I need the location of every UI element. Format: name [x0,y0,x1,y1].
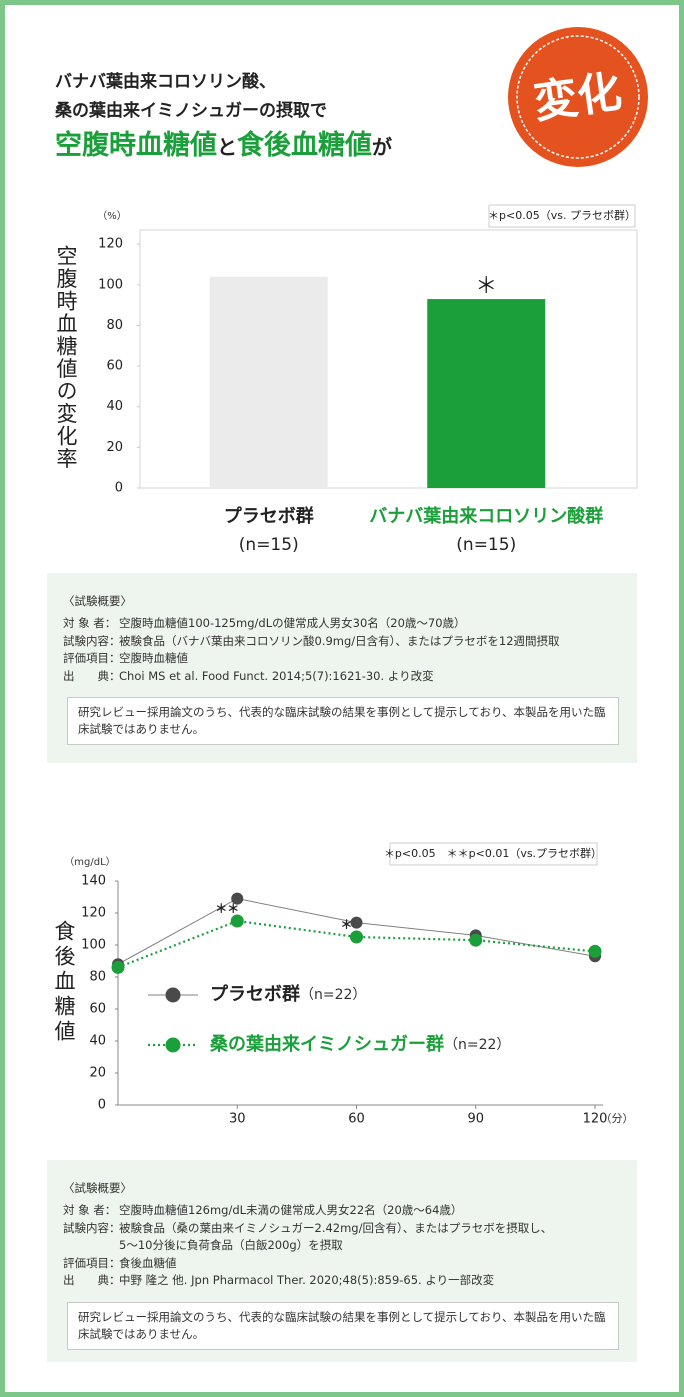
badge-text: 変化 [531,66,625,129]
bar [209,276,328,488]
row-value: 食後血糖値 [119,1255,177,1270]
study-row: 評価項目： 食後血糖値 [63,1255,637,1273]
category-label: バナバ葉由来コロソリン酸群 [369,505,603,527]
y-tick-label: 120 [98,237,123,252]
y-tick-label: 60 [89,1002,106,1017]
row-label: 試験内容： [63,633,121,648]
row-value: 空腹時血糖値 [119,651,188,665]
disclaimer: 研究レビュー採用論文のうち、代表的な臨床試験の結果を事例として提示しており、本製… [67,1301,619,1350]
series-line [117,919,596,969]
y-tick-label: 20 [106,440,123,455]
legend-n: （n=22） [300,987,366,1003]
row-value: 空腹時血糖値126mg/dL未満の健常成人男女22名（20歳〜64歳） [119,1203,463,1217]
row-value: Choi MS et al. Food Funct. 2014;5(7):162… [119,668,434,683]
point [231,892,244,905]
row-label: 対 象 者： [63,616,117,630]
badge-ring [516,35,640,159]
headline-part: 空腹時血糖値 [55,130,217,161]
y-tick-label: 120 [81,906,106,921]
point [350,930,363,944]
row-label: 対 象 者： [63,1203,117,1217]
row-value: 被験食品（バナバ葉由来コロソリン酸0.9mg/日含有）、またはプラセボを12週間… [119,633,560,648]
study-row: 対 象 者： 空腹時血糖値100-125mg/dLの健常成人男女30名（20歳〜7… [63,615,637,633]
row-value: 空腹時血糖値100-125mg/dLの健常成人男女30名（20歳〜70歳） [119,616,466,630]
y-tick-label: 0 [115,481,123,496]
row-label: 評価項目： [63,1255,121,1270]
x-tick-label: 90 [467,1112,484,1127]
study-row: 試験内容： 被験食品（バナバ葉由来コロソリン酸0.9mg/日含有）、またはプラセボ… [63,633,637,651]
study-box: 〈試験概要〉対 象 者： 空腹時血糖値126mg/dL未満の健常成人男女22名（2… [47,1160,637,1362]
badge [508,27,648,167]
y-axis-label: 食後血糖値 [52,920,76,1045]
x-tick-label: 60 [348,1112,365,1127]
row-label: 試験内容： [63,1220,121,1235]
disclaimer: 研究レビュー採用論文のうち、代表的な臨床試験の結果を事例として提示しており、本製… [67,697,619,745]
headline: 空腹時血糖値と食後血糖値が [55,123,392,162]
legend-name: 桑の葉由来イミノシュガー群 [210,1033,444,1055]
note-box [389,842,598,866]
plot-frame [139,229,638,489]
row-value: 中野 隆之 他. Jpn Pharmacol Ther. 2020;48(5):… [119,1273,495,1287]
point [111,960,125,974]
note: ＊p<0.05（vs. プラセボ群） [488,208,636,222]
row-value-line: 5〜10分後に負荷食品（白飯200g）を摂取 [119,1238,343,1252]
y-tick-label: 80 [106,318,123,333]
row-label: 評価項目： [63,651,121,665]
y-tick-label: 60 [106,359,123,374]
point [230,914,244,928]
y-tick-label: 0 [98,1098,106,1113]
y-unit: （%） [97,210,127,222]
header-line: 桑の葉由来イミノシュガーの摂取で [55,101,327,121]
study-row: 出 典： 中野 隆之 他. Jpn Pharmacol Ther. 2020;48… [63,1272,637,1290]
legend-n: （n=22） [444,1037,510,1053]
study-title: 〈試験概要〉 [63,1181,132,1195]
row-value: 被験食品（桑の葉由来イミノシュガー2.42mg/回含有）、またはプラセボを摂取し… [119,1220,552,1255]
y-tick-label: 40 [89,1034,106,1049]
study-row: 評価項目： 空腹時血糖値 [63,650,637,668]
legend-label: プラセボ群（n=22） [210,983,366,1005]
category-label: プラセボ群 [224,505,314,527]
study-row: 出 典： Choi MS et al. Food Funct. 2014;5(7)… [63,668,637,686]
row-label: 出 典： [63,1273,121,1287]
header-line: バナバ葉由来コロソリン酸、 [55,72,276,92]
y-axis-label: 空腹時血糖値の変化率 [54,245,78,470]
legend-marker [165,1037,181,1053]
study-title: 〈試験概要〉 [63,594,132,608]
point [469,933,483,947]
x-tick-label: 30 [229,1112,246,1127]
y-unit: （mg/dL） [64,856,115,868]
point [588,944,602,958]
x-unit: （分） [601,1112,634,1125]
study-row: 試験内容： 被験食品（桑の葉由来イミノシュガー2.42mg/回含有）、またはプラセ… [63,1220,637,1255]
category-note: (n=15) [456,535,516,555]
note: ＊p<0.05 ＊＊p<0.01（vs.プラセボ群） [384,846,602,860]
study-row: 対 象 者： 空腹時血糖値126mg/dL未満の健常成人男女22名（20歳〜64歳… [63,1202,637,1220]
y-tick-label: 140 [81,874,106,889]
row-value-line: 被験食品（桑の葉由来イミノシュガー2.42mg/回含有）、またはプラセボを摂取し… [119,1220,553,1235]
significance: ＊＊ [215,902,239,916]
legend-name: プラセボ群 [210,983,300,1005]
legend-label: 桑の葉由来イミノシュガー群（n=22） [210,1033,510,1055]
significance: ＊ [340,918,352,932]
y-tick-label: 100 [81,938,106,953]
y-tick-label: 100 [98,277,123,292]
row-label: 出 典： [63,668,121,683]
x-tick-label: 120 [583,1112,608,1127]
legend-marker [165,987,181,1003]
category-note: (n=15) [239,535,299,555]
headline-part: と [217,135,237,159]
headline-part: 食後血糖値 [237,130,372,161]
headline-part: が [372,135,392,159]
point [350,916,363,929]
significance: ＊ [475,274,497,299]
study-box: 〈試験概要〉対 象 者： 空腹時血糖値100-125mg/dLの健常成人男女30名… [47,573,637,763]
note-box [488,204,636,228]
bar [427,299,546,488]
y-tick-label: 20 [89,1066,106,1081]
y-tick-label: 40 [106,399,123,414]
y-tick-label: 80 [89,970,106,985]
